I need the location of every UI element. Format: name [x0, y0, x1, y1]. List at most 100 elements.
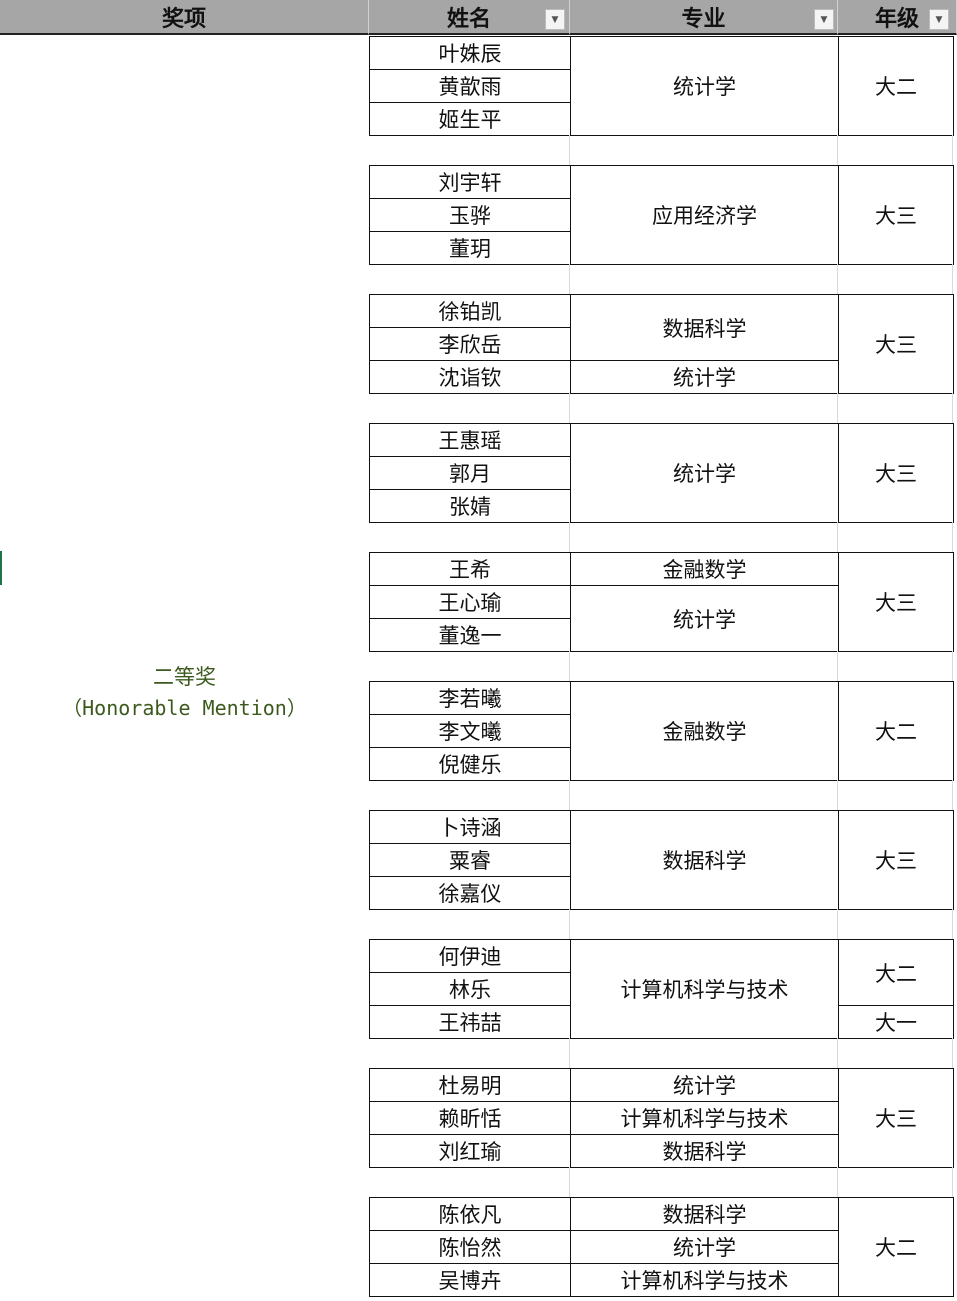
award-cell[interactable]: 二等奖 （Honorable Mention）: [0, 36, 369, 1296]
name-filter-button[interactable]: ▼: [545, 9, 565, 30]
name-cell[interactable]: 李若曦: [369, 681, 571, 715]
name-cell[interactable]: 叶姝辰: [369, 36, 571, 70]
gap-row-cell[interactable]: [369, 1167, 570, 1197]
name-cell[interactable]: 王希: [369, 552, 571, 586]
grade-cell[interactable]: 大二: [838, 681, 954, 781]
name-cell[interactable]: 刘红瑜: [369, 1134, 571, 1168]
grade-cell[interactable]: 大三: [838, 810, 954, 910]
major-cell[interactable]: 统计学: [570, 360, 839, 394]
major-cell[interactable]: 数据科学: [570, 1134, 839, 1168]
name-cell[interactable]: 姬生平: [369, 102, 571, 136]
name-cell[interactable]: 林乐: [369, 972, 571, 1006]
name-cell[interactable]: 卜诗涵: [369, 810, 571, 844]
gap-row-cell[interactable]: [838, 1167, 953, 1197]
gap-row-cell[interactable]: [570, 522, 838, 552]
grade-cell[interactable]: 大三: [838, 1068, 954, 1168]
name-cell[interactable]: 王惠瑶: [369, 423, 571, 457]
gap-row-cell[interactable]: [570, 780, 838, 810]
name-cell[interactable]: 黄歆雨: [369, 69, 571, 103]
major-cell[interactable]: 计算机科学与技术: [570, 1263, 839, 1297]
major-cell[interactable]: 数据科学: [570, 810, 839, 910]
major-cell[interactable]: 统计学: [570, 1068, 839, 1102]
grade-cell[interactable]: 大三: [838, 552, 954, 652]
header-name[interactable]: 姓名 ▼: [369, 0, 570, 35]
gap-row-cell[interactable]: [570, 135, 838, 165]
name-cell[interactable]: 王心瑜: [369, 585, 571, 619]
name-cell[interactable]: 董玥: [369, 231, 571, 265]
grade-cell[interactable]: 大二: [838, 36, 954, 136]
name-cell[interactable]: 陈怡然: [369, 1230, 571, 1264]
major-cell[interactable]: 统计学: [570, 423, 839, 523]
gap-row-cell[interactable]: [838, 522, 953, 552]
gap-row-cell[interactable]: [369, 264, 570, 294]
gap-row-cell[interactable]: [369, 135, 570, 165]
name-cell[interactable]: 吴博卉: [369, 1263, 571, 1297]
gap-row-cell[interactable]: [570, 1167, 838, 1197]
major-cell[interactable]: 数据科学: [570, 1197, 839, 1231]
header-award-label: 奖项: [161, 6, 206, 32]
gap-row-cell[interactable]: [570, 393, 838, 423]
name-cell[interactable]: 倪健乐: [369, 747, 571, 781]
name-cell[interactable]: 徐嘉仪: [369, 876, 571, 910]
name-cell[interactable]: 刘宇轩: [369, 165, 571, 199]
major-cell-text: 统计学: [673, 366, 736, 390]
grade-cell[interactable]: 大二: [838, 1197, 954, 1297]
gap-row-cell[interactable]: [838, 909, 953, 939]
name-cell[interactable]: 张婧: [369, 489, 571, 523]
name-cell[interactable]: 李文曦: [369, 714, 571, 748]
gap-row-cell[interactable]: [838, 780, 953, 810]
grade-cell[interactable]: 大三: [838, 423, 954, 523]
major-cell[interactable]: 统计学: [570, 36, 839, 136]
name-cell[interactable]: 董逸一: [369, 618, 571, 652]
gap-row-cell[interactable]: [369, 522, 570, 552]
gap-row-cell[interactable]: [838, 135, 953, 165]
major-cell[interactable]: 计算机科学与技术: [570, 1101, 839, 1135]
name-cell[interactable]: 李欣岳: [369, 327, 571, 361]
header-major[interactable]: 专业 ▼: [570, 0, 838, 35]
gap-row-cell[interactable]: [570, 1038, 838, 1068]
name-cell[interactable]: 王祎喆: [369, 1005, 571, 1039]
name-cell-text: 何伊迪: [438, 945, 502, 969]
gap-row-cell[interactable]: [369, 393, 570, 423]
name-cell[interactable]: 何伊迪: [369, 939, 571, 973]
gap-row-cell[interactable]: [838, 651, 953, 681]
grade-cell[interactable]: 大三: [838, 294, 954, 394]
name-cell[interactable]: 粟睿: [369, 843, 571, 877]
major-filter-button[interactable]: ▼: [814, 9, 834, 30]
name-cell[interactable]: 陈依凡: [369, 1197, 571, 1231]
major-cell[interactable]: 数据科学: [570, 294, 839, 361]
name-cell-text: 李文曦: [438, 720, 502, 744]
grade-cell-text: 大二: [875, 75, 917, 99]
gap-row-cell[interactable]: [369, 651, 570, 681]
major-cell[interactable]: 金融数学: [570, 552, 839, 586]
grade-cell[interactable]: 大一: [838, 1005, 954, 1039]
gap-row-cell[interactable]: [369, 909, 570, 939]
gap-row-cell[interactable]: [838, 1038, 953, 1068]
header-award[interactable]: 奖项: [0, 0, 369, 35]
major-cell[interactable]: 统计学: [570, 1230, 839, 1264]
major-cell-text: 数据科学: [662, 1203, 747, 1227]
name-cell[interactable]: 杜易明: [369, 1068, 571, 1102]
name-cell[interactable]: 沈诣钦: [369, 360, 571, 394]
name-cell[interactable]: 赖昕恬: [369, 1101, 571, 1135]
name-cell[interactable]: 徐铂凯: [369, 294, 571, 328]
grade-cell-text: 大二: [875, 720, 917, 744]
grade-filter-button[interactable]: ▼: [929, 9, 949, 30]
grade-cell[interactable]: 大三: [838, 165, 954, 265]
major-cell[interactable]: 应用经济学: [570, 165, 839, 265]
major-cell-text: 数据科学: [662, 849, 747, 873]
gap-row-cell[interactable]: [838, 393, 953, 423]
gap-row-cell[interactable]: [570, 264, 838, 294]
gap-row-cell[interactable]: [838, 264, 953, 294]
gap-row-cell[interactable]: [570, 651, 838, 681]
major-cell[interactable]: 统计学: [570, 585, 839, 652]
major-cell[interactable]: 金融数学: [570, 681, 839, 781]
gap-row-cell[interactable]: [369, 1038, 570, 1068]
gap-row-cell[interactable]: [369, 780, 570, 810]
name-cell[interactable]: 郭月: [369, 456, 571, 490]
grade-cell[interactable]: 大二: [838, 939, 954, 1006]
gap-row-cell[interactable]: [570, 909, 838, 939]
major-cell[interactable]: 计算机科学与技术: [570, 939, 839, 1039]
header-grade[interactable]: 年级 ▼: [838, 0, 957, 35]
name-cell[interactable]: 玉骅: [369, 198, 571, 232]
